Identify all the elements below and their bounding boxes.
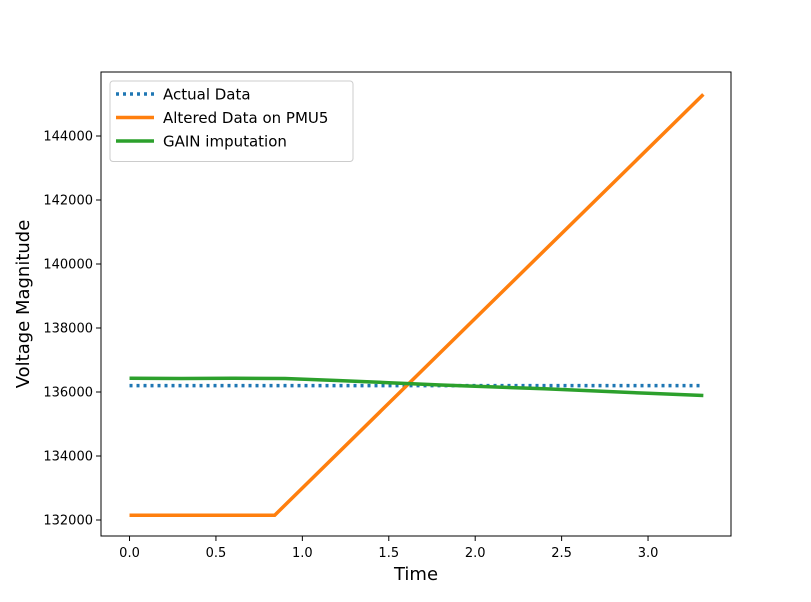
plot-area	[129, 93, 705, 517]
y-axis-title: Voltage Magnitude	[13, 220, 34, 389]
axes-frame	[100, 71, 732, 537]
legend-label: GAIN imputation	[163, 133, 287, 151]
x-tick-label: 3.0	[638, 546, 659, 561]
legend-label: Altered Data on PMU5	[163, 109, 328, 127]
y-tick-label: 136000	[43, 386, 93, 401]
x-tick-label: 2.0	[465, 546, 486, 561]
x-axis-title: Time	[393, 564, 438, 585]
series-line-3	[129, 376, 704, 398]
y-tick-label: 138000	[43, 322, 93, 337]
x-tick-label: 1.0	[292, 546, 313, 561]
y-axis: 132000 134000 136000 138000 140000 142000 1440…	[43, 130, 101, 529]
y-tick-label: 144000	[43, 130, 93, 145]
x-tick-label: 0.0	[119, 546, 140, 561]
y-tick-label: 134000	[43, 450, 93, 465]
x-axis: 0.0 0.5 1.0 1.5 2.0 2.5 3.0	[119, 536, 658, 561]
y-tick-label: 140000	[43, 258, 93, 273]
series-line-2	[129, 93, 705, 517]
x-tick-label: 0.5	[206, 546, 227, 561]
legend: Actual Data Altered Data on PMU5 GAIN impu…	[109, 80, 354, 162]
x-tick-label: 1.5	[378, 546, 399, 561]
x-tick-label: 2.5	[551, 546, 572, 561]
legend-label: Actual Data	[163, 86, 251, 104]
y-tick-label: 132000	[43, 514, 93, 529]
y-tick-label: 142000	[43, 194, 93, 209]
legend-box	[109, 80, 354, 162]
